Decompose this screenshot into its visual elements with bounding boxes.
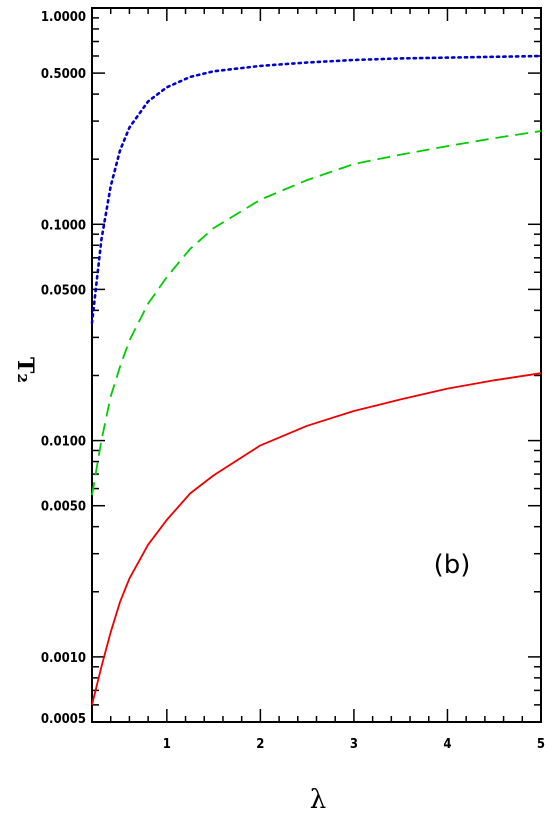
y-tick-label: 0.0010 <box>41 651 86 666</box>
x-tick-label: 1 <box>163 737 171 752</box>
x-tick-label: 5 <box>537 737 545 752</box>
y-tick-label: 0.0050 <box>41 500 86 515</box>
y-tick-label: 0.1000 <box>41 218 86 233</box>
series-line-3 <box>91 372 542 706</box>
panel-annotation: (b) <box>434 550 471 580</box>
x-axis-title: λ <box>310 785 326 815</box>
x-tick-label: 2 <box>256 737 264 752</box>
y-axis-title: T₂ <box>12 357 38 383</box>
y-tick-label: 0.0500 <box>41 283 86 298</box>
x-tick-label: 3 <box>350 737 358 752</box>
series-line-2 <box>91 130 542 496</box>
x-tick-label: 4 <box>443 737 451 752</box>
y-tick-label: 0.0100 <box>41 435 86 450</box>
y-tick-label: 0.5000 <box>41 67 86 82</box>
y-tick-label: 0.0005 <box>41 712 86 727</box>
y-tick-label: 1.0000 <box>41 10 86 25</box>
series-line-1 <box>90 54 543 325</box>
plot-frame <box>91 7 542 723</box>
